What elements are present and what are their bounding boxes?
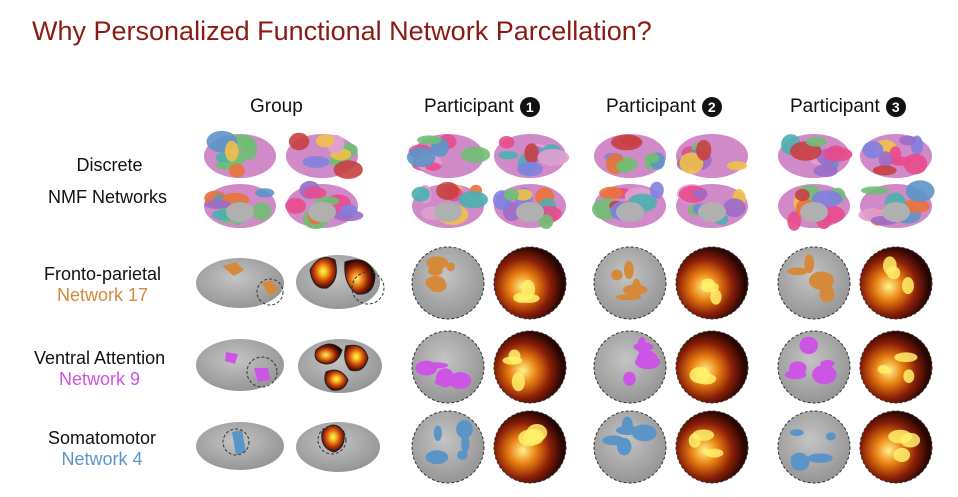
participant-number-badge: 1: [519, 97, 540, 117]
participant-heat-map: [859, 330, 933, 404]
row-label-line: Ventral Attention: [34, 348, 166, 368]
participant-heat-map: [859, 246, 933, 320]
participant-network-map: [411, 330, 485, 404]
row-label-network: Network 17: [57, 285, 149, 305]
parcellation-brain: [858, 180, 935, 228]
parcellation-brain: [492, 184, 566, 230]
participant-heat-map: [859, 410, 933, 484]
column-label-group: Group: [250, 96, 303, 117]
participant-heat-map: [493, 410, 567, 484]
participant-network-map: [777, 330, 851, 404]
parcellation-brain: [285, 180, 364, 230]
parcellation-brain: [860, 134, 932, 178]
participant-heat-map: [493, 330, 567, 404]
parcellation-brain: [204, 184, 276, 228]
participant-heat-map: [675, 330, 749, 404]
parcellation-brain: [591, 181, 666, 228]
parcellation-brain: [406, 134, 491, 178]
row-label-fronto-parietal: Fronto-parietal Network 17: [44, 264, 161, 306]
slide-title: Why Personalized Functional Network Parc…: [32, 16, 652, 46]
participant-network-map: [411, 410, 485, 484]
parcellation-brain: [204, 130, 276, 178]
row-label-line: Somatomotor: [48, 428, 157, 448]
participant-heat-map: [493, 246, 567, 320]
participant-network-map: [593, 330, 667, 404]
group-ventral-attention: [196, 339, 382, 393]
column-label: Participant: [790, 96, 880, 117]
participant-network-map: [777, 246, 851, 320]
column-label: Participant: [606, 96, 696, 117]
parcellation-brain: [778, 134, 853, 178]
column-header-participant-3: Participant 3: [790, 96, 906, 118]
participant-network-map: [593, 246, 667, 320]
parcellation-brain: [494, 134, 570, 178]
participant-number-badge: 2: [701, 97, 722, 117]
parcellation-brain: [778, 184, 850, 231]
row-label-somatomotor: Somatomotor Network 4: [48, 428, 156, 470]
column-header-participant-2: Participant 2: [606, 96, 722, 118]
row-label-line: NMF Networks: [48, 187, 168, 207]
row-label-line: Discrete: [76, 155, 143, 175]
group-somatomotor: [196, 422, 380, 472]
participant-network-map: [411, 246, 485, 320]
participant-number-badge: 3: [885, 97, 906, 117]
parcellation-brain: [676, 134, 748, 178]
participant-network-map: [593, 410, 667, 484]
parcellation-brain: [676, 184, 748, 228]
participant-heat-map: [675, 246, 749, 320]
participant-network-map: [777, 410, 851, 484]
column-label: Participant: [424, 96, 514, 117]
participant-heat-map: [675, 410, 749, 484]
row-label-network: Network 9: [59, 369, 141, 389]
group-fronto-parietal: [196, 255, 385, 309]
row-label-network: Network 4: [61, 449, 143, 469]
row-label-discrete: Discrete NMF Networks: [48, 155, 167, 208]
row-label-ventral-attention: Ventral Attention Network 9: [34, 348, 165, 390]
parcellation-brain: [286, 132, 363, 179]
parcellation-brain: [594, 134, 666, 178]
row-label-line: Fronto-parietal: [44, 264, 162, 284]
parcellation-brain: [411, 181, 488, 228]
column-header-group: Group: [250, 96, 303, 118]
column-header-participant-1: Participant 1: [424, 96, 540, 118]
